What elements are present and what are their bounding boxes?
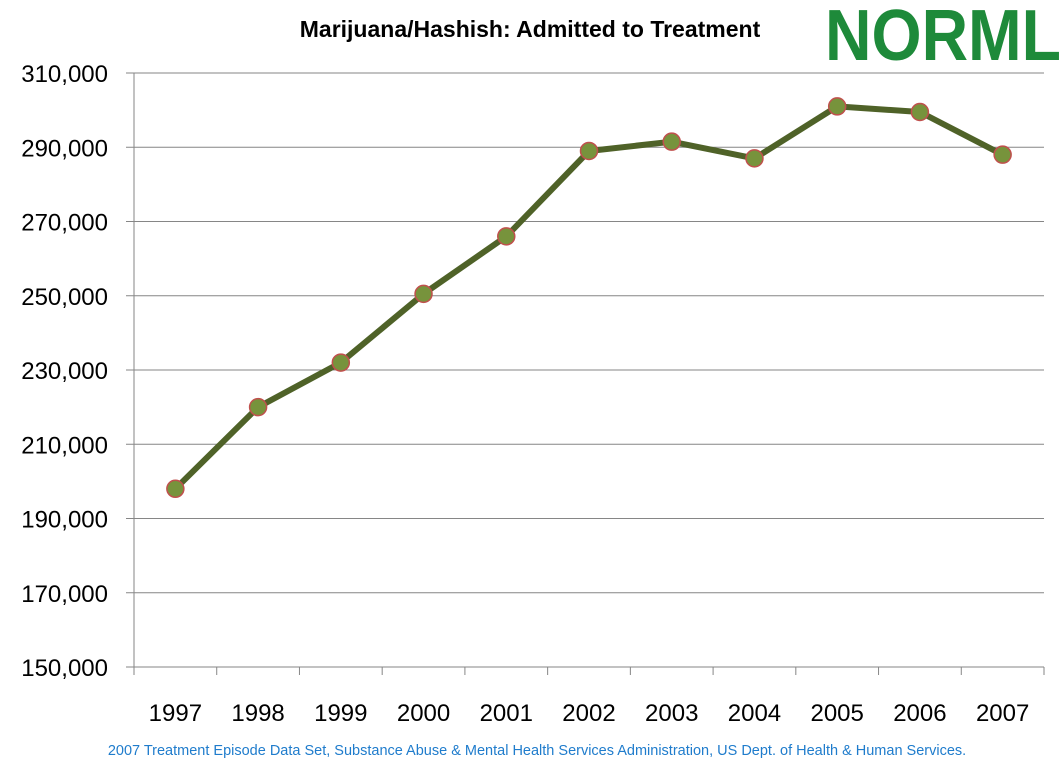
x-tick-label: 2006 [893,700,946,727]
x-axis-tick-labels: 1997 1998 1999 2000 2001 2002 2003 2004 2005 2006… [149,700,1030,727]
y-tick-label: 230,000 [21,358,108,385]
series-line [172,103,1006,492]
data-point [662,132,681,151]
series-line-group [172,103,1006,492]
y-tick-label: 290,000 [21,135,108,162]
y-tick-label: 310,000 [21,61,108,88]
data-point [910,102,930,122]
y-tick-label: 170,000 [21,581,108,608]
data-point [993,145,1012,164]
x-tick-label: 2007 [976,700,1029,727]
x-tick-label: 2002 [562,700,615,727]
axes [126,72,1045,675]
norml-logo: NORML [825,0,1061,76]
chart-title: Marijuana/Hashish: Admitted to Treatment [300,16,761,42]
data-point [745,149,764,168]
x-tick-label: 2001 [480,700,533,727]
y-tick-label: 250,000 [21,284,108,311]
norml-logo-text: NORML [825,0,1061,76]
x-tick-label: 2005 [810,700,863,727]
x-tick-label: 1997 [149,700,202,727]
data-point [248,397,268,417]
x-tick-label: 2000 [397,700,450,727]
x-tick-label: 2004 [728,700,781,727]
source-note: 2007 Treatment Episode Data Set, Substan… [108,743,966,759]
data-points [166,97,1012,499]
y-tick-label: 270,000 [21,210,108,237]
data-point [827,97,847,116]
x-tick-label: 2003 [645,700,698,727]
data-point [579,141,599,161]
gridlines [134,72,1044,594]
data-point [497,227,516,246]
x-tick-label: 1999 [314,700,367,727]
data-point [331,353,351,372]
y-tick-label: 150,000 [21,655,108,682]
y-tick-label: 210,000 [21,432,108,459]
data-point [166,479,185,499]
y-tick-label: 190,000 [21,507,108,534]
y-axis-tick-labels: 150,000 170,000 190,000 210,000 230,000 250,0… [21,61,108,682]
x-tick-label: 1998 [231,700,284,727]
data-point [414,284,433,304]
